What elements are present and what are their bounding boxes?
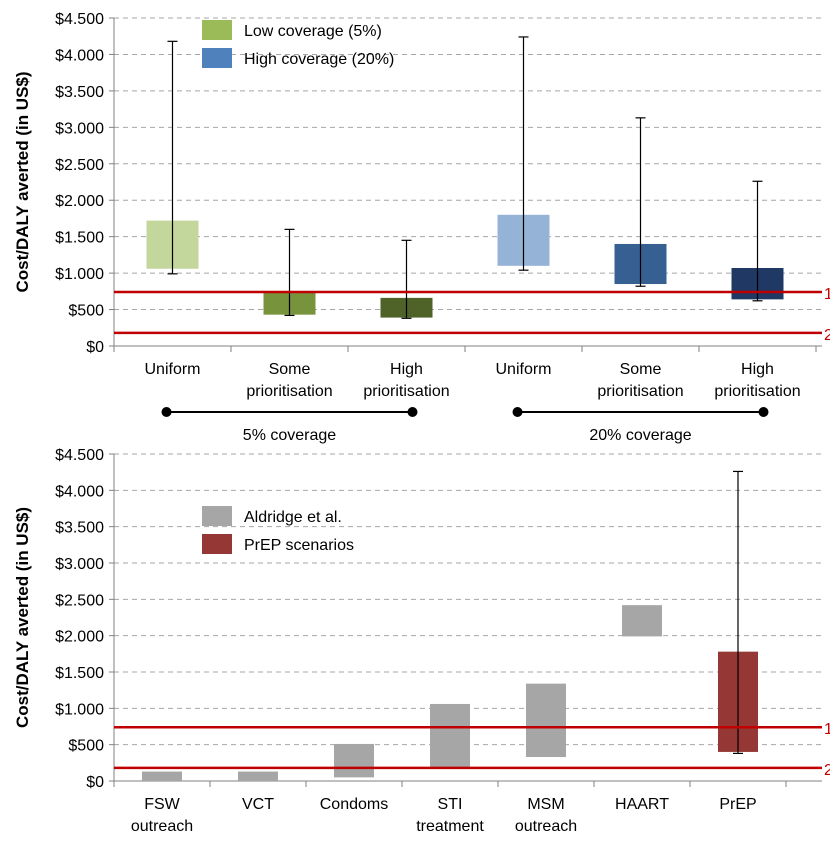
y-tick-label: $3.000 xyxy=(55,556,104,573)
category-label: High xyxy=(390,361,423,378)
threshold-label: 1 xyxy=(824,721,830,738)
category-label: PrEP xyxy=(719,796,756,813)
y-tick-label: $1.000 xyxy=(55,266,104,283)
legend-label: PrEP scenarios xyxy=(244,537,354,554)
y-tick-label: $4.500 xyxy=(55,447,104,464)
legend-label: Aldridge et al. xyxy=(244,509,342,526)
range-bar xyxy=(142,771,182,781)
category-label: treatment xyxy=(416,818,484,835)
category-label: MSM xyxy=(527,796,564,813)
y-tick-label: $2.000 xyxy=(55,629,104,646)
y-tick-label: $2.000 xyxy=(55,193,104,210)
group-bracket-dot xyxy=(758,407,769,417)
category-label: Some xyxy=(269,361,311,378)
y-tick-label: $1.500 xyxy=(55,230,104,247)
legend-swatch xyxy=(202,534,232,554)
y-tick-label: $4.000 xyxy=(55,47,104,64)
group-bracket-dot xyxy=(407,407,418,417)
y-tick-label: $2.500 xyxy=(55,157,104,174)
y-tick-label: $1.000 xyxy=(55,701,104,718)
y-tick-label: $4.500 xyxy=(55,11,104,28)
threshold-label: 1 xyxy=(824,286,830,303)
category-label: prioritisation xyxy=(363,383,449,400)
y-tick-label: $3.500 xyxy=(55,84,104,101)
category-label: prioritisation xyxy=(714,383,800,400)
y-tick-label: $3.500 xyxy=(55,520,104,537)
range-bar xyxy=(622,605,662,637)
y-tick-label: $1.500 xyxy=(55,665,104,682)
y-axis-label: Cost/DALY averted (in US$) xyxy=(13,507,32,728)
y-tick-label: $3.000 xyxy=(55,120,104,137)
category-label: outreach xyxy=(131,818,193,835)
legend-label: High coverage (20%) xyxy=(244,51,394,68)
y-tick-label: $2.500 xyxy=(55,592,104,609)
category-label: prioritisation xyxy=(597,383,683,400)
threshold-label: 2 xyxy=(824,327,830,344)
legend-swatch xyxy=(202,20,232,40)
category-label: Condoms xyxy=(320,796,388,813)
y-tick-label: $0 xyxy=(86,339,104,356)
range-bar xyxy=(526,683,566,758)
group-bracket-dot xyxy=(161,407,172,417)
category-label: Some xyxy=(620,361,662,378)
category-label: VCT xyxy=(242,796,274,813)
category-label: FSW xyxy=(144,796,180,813)
group-bracket-dot xyxy=(512,407,523,417)
category-label: prioritisation xyxy=(246,383,332,400)
y-tick-label: $4.000 xyxy=(55,483,104,500)
range-bar xyxy=(334,743,374,778)
y-axis-label: Cost/DALY averted (in US$) xyxy=(13,71,32,292)
category-label: Uniform xyxy=(495,361,551,378)
group-label: 20% coverage xyxy=(589,427,691,444)
legend-swatch xyxy=(202,48,232,68)
group-label: 5% coverage xyxy=(243,427,336,444)
category-label: Uniform xyxy=(144,361,200,378)
legend-label: Low coverage (5%) xyxy=(244,23,382,40)
range-bar xyxy=(430,703,470,768)
y-tick-label: $500 xyxy=(68,738,104,755)
range-bar xyxy=(238,771,278,781)
threshold-label: 2 xyxy=(824,762,830,779)
legend-swatch xyxy=(202,506,232,526)
category-label: HAART xyxy=(615,796,669,813)
y-tick-label: $0 xyxy=(86,774,104,791)
category-label: STI xyxy=(438,796,463,813)
category-label: outreach xyxy=(515,818,577,835)
y-tick-label: $500 xyxy=(68,303,104,320)
category-label: High xyxy=(741,361,774,378)
